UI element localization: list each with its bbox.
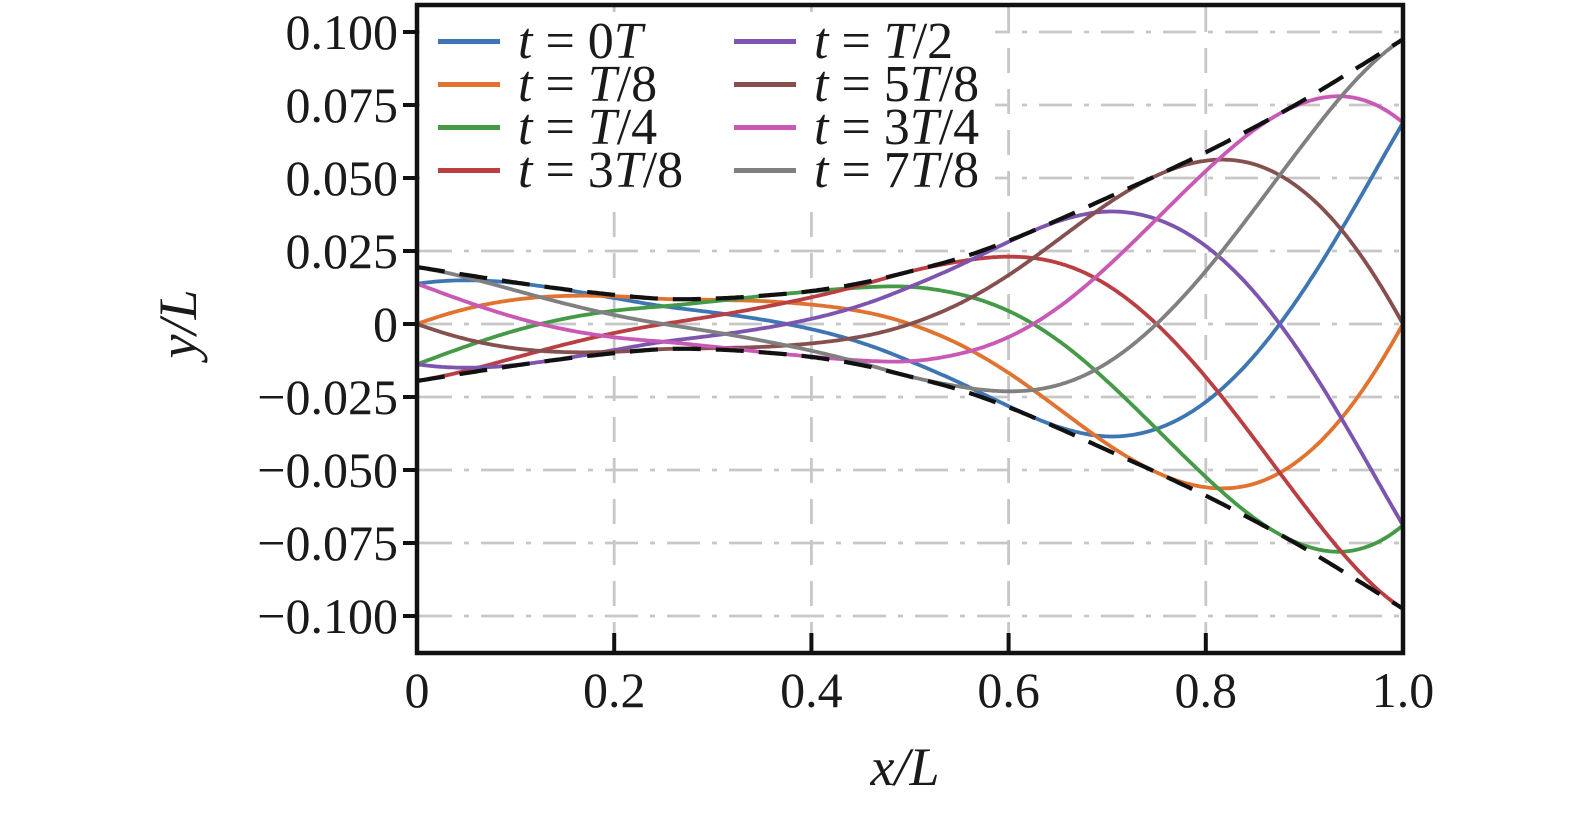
legend-swatch-line <box>734 125 796 130</box>
legend-swatch-line <box>438 82 500 87</box>
curve-t-3T-4 <box>417 94 1403 364</box>
legend-swatch-line <box>734 168 796 173</box>
y-tick-label: −0.100 <box>257 588 398 644</box>
y-tick-label: 0 <box>373 296 398 352</box>
legend-item: t = 0T <box>438 13 734 70</box>
legend-item: t = T/2 <box>734 13 979 70</box>
x-tick-label: 0.6 <box>977 662 1040 718</box>
y-tick-label: 0.025 <box>285 223 399 279</box>
x-tick-label: 0.8 <box>1174 662 1238 718</box>
envelope-upper <box>417 37 1403 302</box>
x-tick-label: 0 <box>404 662 430 718</box>
legend-swatch-line <box>438 39 500 44</box>
y-tick-label: −0.075 <box>257 515 398 571</box>
legend-label: t = 0T <box>518 13 643 70</box>
axes-frame <box>414 2 1406 656</box>
legend-label: t = 7T/8 <box>814 142 980 199</box>
x-tick-label: 1.0 <box>1371 662 1435 718</box>
legend-swatch-line <box>438 125 500 130</box>
y-tick-label: −0.050 <box>257 442 398 498</box>
curve-t-T-4 <box>417 284 1403 554</box>
legend-swatch-line <box>438 168 500 173</box>
curve-t-3T-8 <box>417 254 1403 611</box>
legend: t = 0T t = T/8 t = T/4 t = 3T/8 t = T/2 t = 5… <box>420 12 996 204</box>
legend-label: t = 3T/4 <box>814 99 980 156</box>
x-tick-label: 0.4 <box>780 662 843 718</box>
legend-item: t = 5T/8 <box>734 56 980 113</box>
legend-label: t = 3T/8 <box>518 142 684 199</box>
legend-swatch-line <box>734 82 796 87</box>
x-axis-title: x/L <box>870 737 940 797</box>
legend-item: t = T/4 <box>438 99 734 156</box>
legend-item: t = 3T/8 <box>438 142 734 199</box>
legend-label: t = T/2 <box>814 13 954 70</box>
legend-label: t = T/4 <box>518 99 658 156</box>
y-tick-label: −0.025 <box>257 369 398 425</box>
y-tick-label: 0.050 <box>285 150 399 206</box>
legend-item: t = 7T/8 <box>734 142 980 199</box>
curve-t-5T-8 <box>417 157 1403 355</box>
y-tick-label: 0.075 <box>285 77 399 133</box>
legend-item: t = T/8 <box>438 56 734 113</box>
x-tick-label: 0.2 <box>582 662 646 718</box>
envelope-lower <box>417 346 1403 611</box>
legend-label: t = T/8 <box>518 56 658 113</box>
legend-item: t = 3T/4 <box>734 99 980 156</box>
curve-t-T-2 <box>417 209 1403 528</box>
legend-label: t = 5T/8 <box>814 56 980 113</box>
legend-swatch-line <box>734 39 796 44</box>
y-tick-label: 0.100 <box>285 4 399 60</box>
